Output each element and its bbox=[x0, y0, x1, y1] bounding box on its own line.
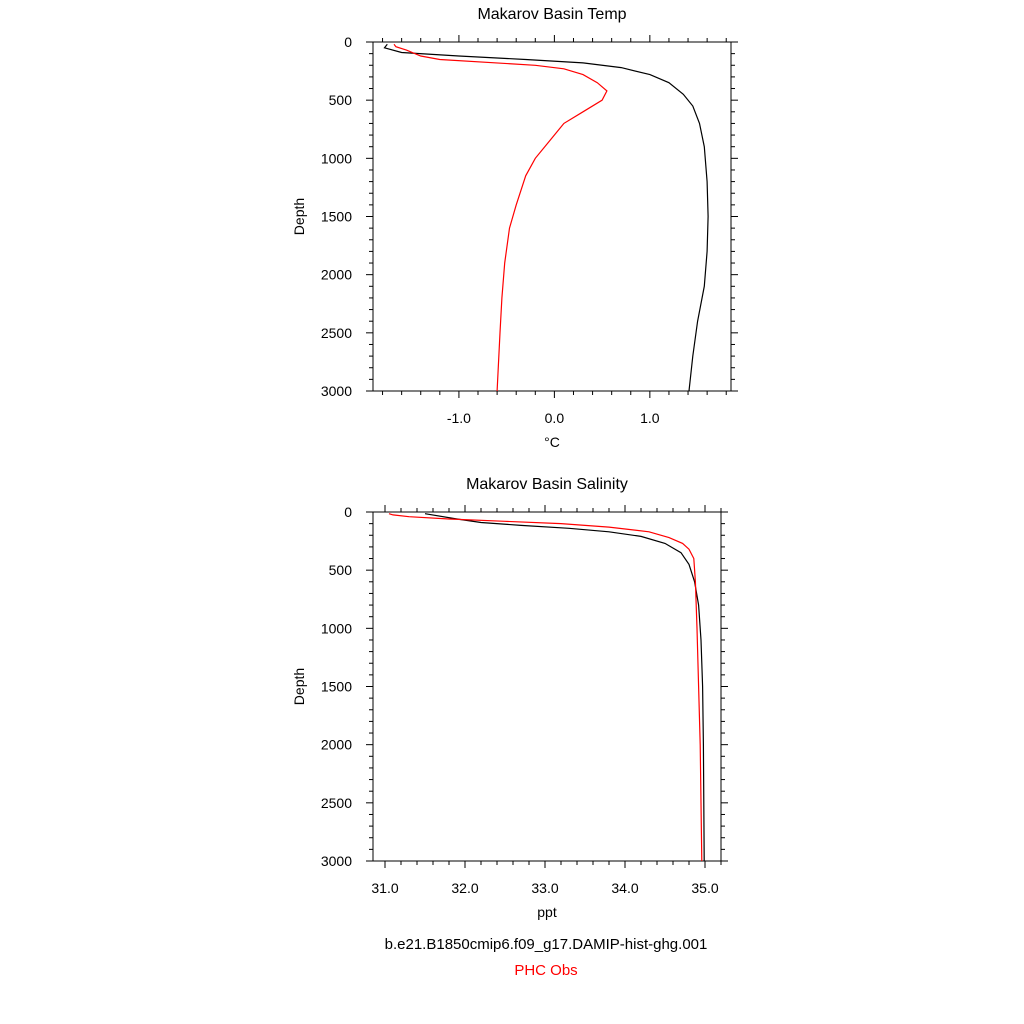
y-tick-label: 2500 bbox=[321, 795, 352, 811]
y-tick-label: 1500 bbox=[321, 209, 352, 225]
x-tick-label: 31.0 bbox=[371, 880, 398, 896]
plot-frame bbox=[372, 41, 732, 392]
x-tick-label: 33.0 bbox=[531, 880, 558, 896]
model-profile-line bbox=[424, 513, 705, 862]
y-tick-label: 3000 bbox=[321, 853, 352, 869]
obs-caption: PHC Obs bbox=[514, 962, 578, 979]
model-caption: b.e21.B1850cmip6.f09_g17.DAMIP-hist-ghg.… bbox=[384, 936, 708, 953]
x-tick-label: 1.0 bbox=[640, 410, 660, 426]
x-tick-label: 35.0 bbox=[691, 880, 718, 896]
y-tick-label: 1000 bbox=[321, 150, 352, 166]
y-tick-label: 2500 bbox=[321, 325, 352, 341]
chart-title: Makarov Basin Temp bbox=[477, 6, 626, 23]
y-tick-label: 1000 bbox=[321, 620, 352, 636]
x-axis-label: ppt bbox=[537, 904, 557, 920]
obs-profile-line bbox=[393, 43, 608, 392]
y-tick-label: 1500 bbox=[321, 679, 352, 695]
x-axis-label: °C bbox=[544, 434, 560, 450]
x-tick-label: 34.0 bbox=[611, 880, 638, 896]
y-tick-label: 2000 bbox=[321, 267, 352, 283]
x-tick-label: 32.0 bbox=[451, 880, 478, 896]
y-tick-label: 2000 bbox=[321, 737, 352, 753]
y-tick-label: 3000 bbox=[321, 383, 352, 399]
chart-title: Makarov Basin Salinity bbox=[466, 476, 628, 493]
y-axis-label: Depth bbox=[291, 668, 307, 705]
y-tick-label: 0 bbox=[344, 34, 352, 50]
y-tick-label: 500 bbox=[329, 92, 353, 108]
y-tick-label: 0 bbox=[344, 504, 352, 520]
x-tick-label: 0.0 bbox=[545, 410, 565, 426]
obs-profile-line bbox=[388, 513, 703, 862]
temperature-panel: Makarov Basin Temp 0 500 1000 1500 2000 2500 30… bbox=[291, 6, 738, 450]
y-axis-label: Depth bbox=[291, 198, 307, 235]
x-tick-label: -1.0 bbox=[447, 410, 471, 426]
plot-frame bbox=[372, 511, 722, 862]
y-tick-label: 500 bbox=[329, 562, 353, 578]
model-profile-line bbox=[383, 43, 709, 392]
salinity-panel: Makarov Basin Salinity 0 500 1000 1500 2000 25… bbox=[291, 476, 728, 920]
